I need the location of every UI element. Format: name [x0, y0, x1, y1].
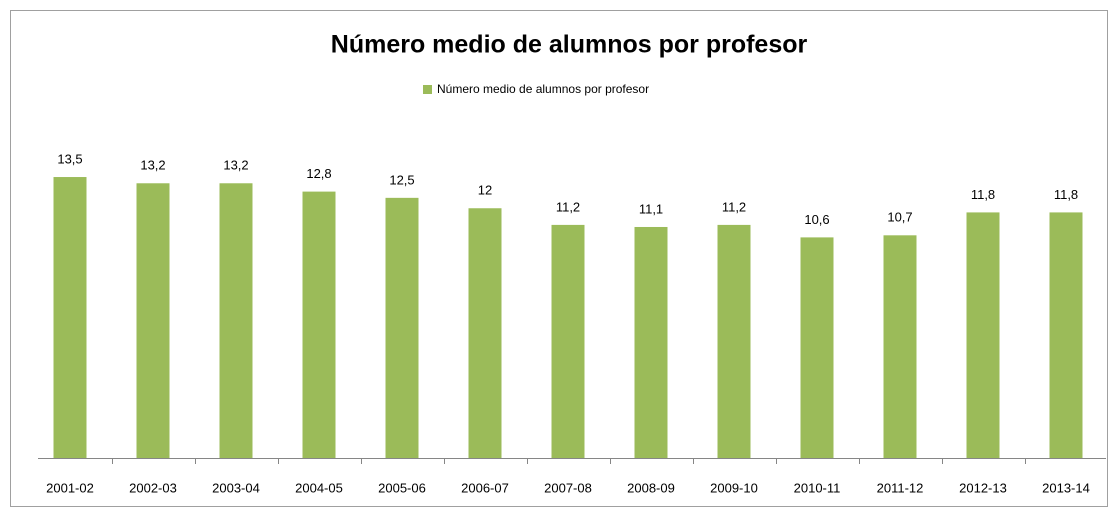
- bar: [717, 224, 751, 458]
- bar: [468, 208, 502, 458]
- bar: [385, 197, 419, 458]
- legend-label: Número medio de alumnos por profesor: [437, 82, 649, 96]
- x-tick-label: 2002-03: [129, 480, 177, 495]
- x-tick-label: 2007-08: [544, 480, 592, 495]
- data-label: 12,5: [389, 172, 414, 187]
- x-tick-label: 2006-07: [461, 480, 509, 495]
- bar: [883, 235, 917, 458]
- bar: [219, 183, 253, 458]
- bar: [800, 237, 834, 458]
- x-tick-label: 2013-14: [1042, 480, 1090, 495]
- x-tick-label: 2009-10: [710, 480, 758, 495]
- bar: [302, 191, 336, 458]
- chart-title: Número medio de alumnos por profesor: [331, 31, 808, 59]
- data-label: 11,8: [1054, 187, 1078, 202]
- x-tick-label: 2001-02: [46, 480, 94, 495]
- bar: [634, 226, 668, 458]
- bar: [551, 224, 585, 458]
- data-label: 11,1: [639, 201, 663, 216]
- bar: [53, 177, 87, 458]
- data-label: 11,2: [722, 199, 746, 214]
- x-tick-label: 2012-13: [959, 480, 1007, 495]
- bar: [1049, 212, 1083, 458]
- legend-swatch: [423, 85, 432, 94]
- data-label: 12,8: [306, 166, 331, 181]
- x-tick-label: 2005-06: [378, 480, 426, 495]
- bar: [966, 212, 1000, 458]
- x-tick-label: 2003-04: [212, 480, 260, 495]
- data-label: 13,2: [140, 158, 165, 173]
- data-label: 11,2: [556, 199, 580, 214]
- data-label: 13,2: [223, 158, 248, 173]
- data-label: 11,8: [971, 187, 995, 202]
- x-tick-label: 2004-05: [295, 480, 343, 495]
- data-label: 10,6: [804, 212, 829, 227]
- x-tick-label: 2011-12: [877, 480, 924, 495]
- data-label: 10,7: [887, 210, 912, 225]
- x-tick-label: 2008-09: [627, 480, 675, 495]
- bar: [136, 183, 170, 458]
- data-label: 12: [478, 183, 492, 198]
- x-tick-label: 2010-11: [794, 480, 841, 495]
- data-label: 13,5: [57, 151, 82, 166]
